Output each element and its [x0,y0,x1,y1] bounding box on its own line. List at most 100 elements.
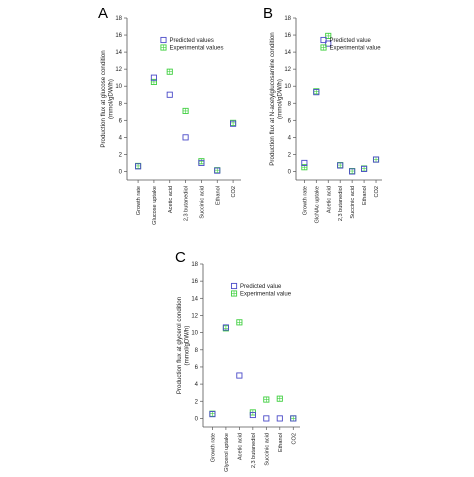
predicted-point [290,415,297,422]
experimental-point [182,107,189,114]
experimental-point [166,68,173,75]
predicted-point [372,156,380,163]
y-tick-label: 6 [119,118,123,124]
y-tick-label: 10 [191,331,198,337]
y-tick-label: 12 [284,67,291,73]
predicted-point [301,159,308,166]
legend-marker [230,290,238,297]
legend-marker [160,44,167,51]
panel-letter: A [98,5,108,22]
x-tick-label: Succinic acid [199,186,205,219]
x-tick-label: Acetic acid [326,186,332,213]
experimental-point [372,156,380,163]
x-tick-label: Growth rate [136,186,142,215]
y-tick-label: 8 [119,101,123,107]
experimental-point [325,32,332,39]
x-tick-label: Succinic acid [264,433,270,466]
legend-marker [320,44,327,51]
y-tick-label: 6 [288,118,292,124]
legend-label: Experimental value [240,292,292,298]
x-tick-label: Acetic acid [237,433,243,460]
panel-b: B 0 2 4 6 8 10 12 14 16 18 Production flux at N-ace… [263,5,382,223]
y-tick-label: 0 [119,169,123,175]
y-axis-label: Production flux at glycerol condition [176,296,183,394]
y-axis-label: Production flux at N-acetylglucosamine c… [269,32,276,166]
y-tick-label: 16 [284,33,291,39]
predicted-point [198,159,205,166]
y-axis-label: (mmol/gDW/h) [108,79,115,119]
x-tick-label: Glycerol uptake [224,433,230,472]
predicted-point [325,40,332,47]
y-tick-label: 10 [115,84,122,90]
legend-marker [160,36,167,44]
y-tick-label: 12 [115,67,122,73]
predicted-point [349,168,356,175]
x-tick-label: 2,3 butanediol [338,186,344,221]
predicted-point [249,411,256,419]
predicted-point [150,74,157,81]
predicted-point [222,324,229,331]
x-tick-label: Growth rate [302,186,308,215]
x-tick-label: CO2 [291,433,297,445]
panel-c: C 0 2 4 6 8 10 12 14 16 18 Production flux at glyce… [175,249,300,472]
experimental-point [263,396,270,403]
y-tick-label: 14 [284,50,291,56]
y-tick-label: 2 [288,152,292,158]
x-tick-label: Growth rate [210,433,216,462]
predicted-point [230,120,237,127]
y-tick-label: 2 [195,399,199,405]
y-tick-label: 6 [195,365,199,371]
y-tick-label: 4 [119,135,123,141]
x-tick-label: Ethanol [215,186,221,205]
experimental-point [276,395,283,402]
predicted-point [182,134,189,141]
x-tick-label: Acetic acid [168,186,174,213]
legend-marker [230,282,238,290]
y-tick-label: 8 [195,348,199,354]
y-tick-label: 10 [284,84,291,90]
y-tick-label: 14 [115,50,122,56]
x-tick-label: CO2 [231,186,237,198]
y-tick-label: 0 [195,416,199,422]
x-tick-label: CO2 [374,186,380,198]
experimental-point [236,319,243,326]
predicted-point [313,89,320,96]
y-tick-label: 0 [288,169,292,175]
x-tick-label: Succinic acid [350,186,356,219]
predicted-point [166,91,173,98]
x-tick-label: 2,3 butanediol [251,433,257,468]
x-tick-label: 2,3 butanediol [184,186,190,221]
x-tick-label: Glucose uptake [152,186,158,225]
predicted-point [263,415,270,422]
y-tick-label: 16 [191,279,198,285]
y-tick-label: 18 [191,262,198,268]
y-tick-label: 2 [119,152,123,158]
legend-label: Predicted value [240,284,282,290]
y-tick-label: 16 [115,33,122,39]
legend-label: Predicted value [330,38,372,44]
panel-letter: C [175,249,186,266]
x-tick-label: Ethanol [362,186,368,205]
legend-label: Experimental value [330,46,382,52]
legend-label: Experimental values [169,46,223,52]
panel-a: A 0 2 4 6 8 10 12 14 16 18 Production flux at gluco… [98,5,241,225]
y-tick-label: 12 [191,313,198,319]
predicted-point [214,167,221,174]
experimental-point [198,158,205,165]
y-tick-label: 18 [284,16,291,22]
y-tick-label: 18 [115,16,122,22]
y-tick-label: 4 [195,382,199,388]
y-axis-label: (mmol/gDW/h) [184,326,191,366]
predicted-point [276,415,283,422]
x-tick-label: GlcNAc uptake [314,186,320,223]
y-tick-label: 14 [191,296,198,302]
y-axis-label: (mmol/gDW/h) [277,79,284,119]
y-axis-label: Production flux at glucose condition [100,50,107,148]
predicted-point [337,162,344,169]
y-tick-label: 4 [288,135,292,141]
predicted-point [209,411,216,418]
panel-letter: B [263,5,273,22]
predicted-point [361,165,368,172]
legend-marker [320,36,327,44]
